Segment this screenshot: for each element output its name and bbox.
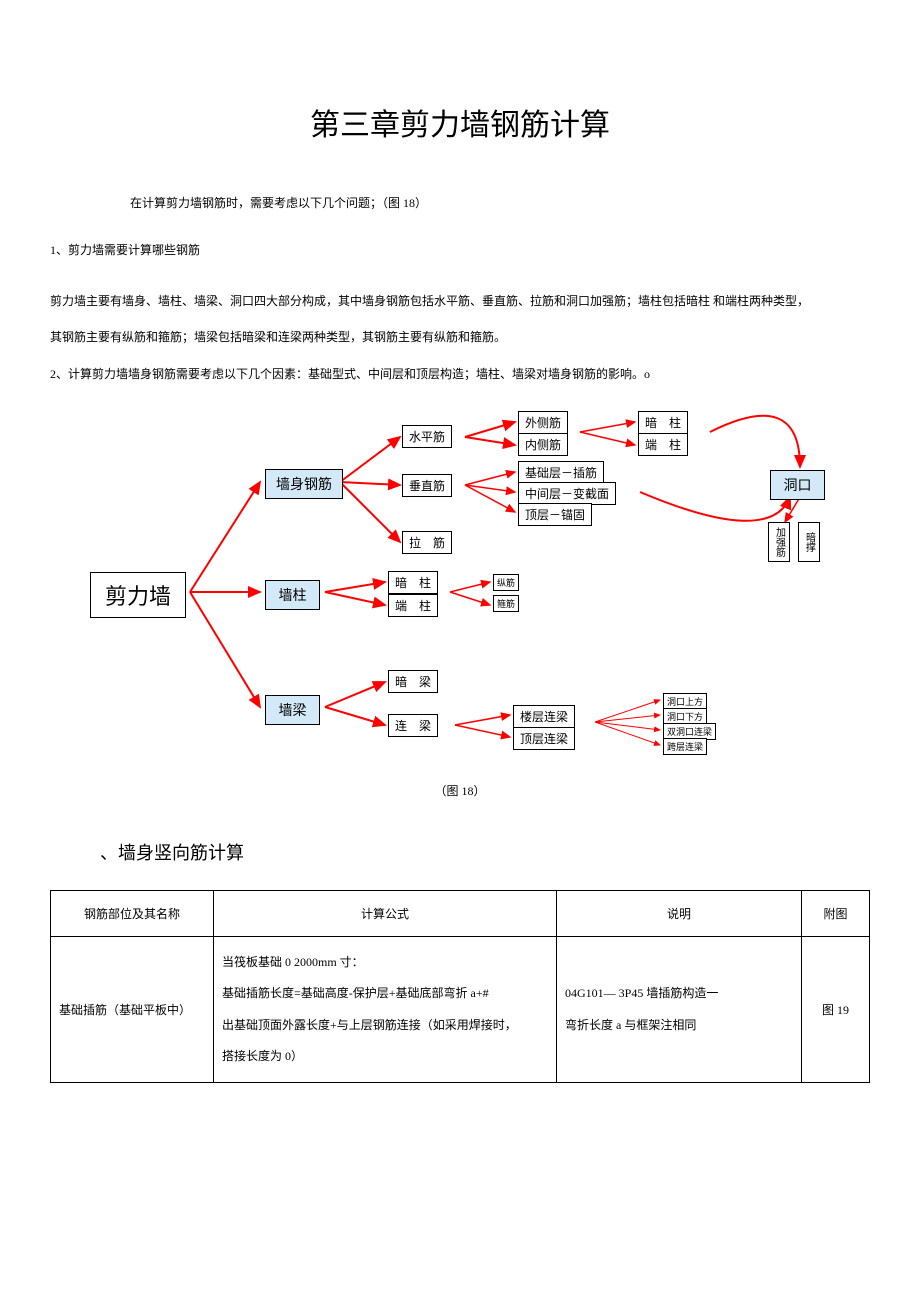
node-lajin: 拉 筋 (402, 531, 452, 554)
node-root: 剪力墙 (90, 572, 186, 618)
th-formula: 计算公式 (214, 891, 557, 937)
cell-r1c2: 当筏板基础 0 2000mm 寸： 基础插筋长度=基础高度-保护层+基础底部弯折… (214, 937, 557, 1083)
r1c2-line2: 基础插筋长度=基础高度-保护层+基础底部弯折 a+# (222, 978, 548, 1009)
question-1: 1、剪力墙需要计算哪些钢筋 (50, 241, 870, 258)
node-shuiping: 水平筋 (402, 425, 452, 448)
node-chuizhi: 垂直筋 (402, 474, 452, 497)
r1c2-line1: 当筏板基础 0 2000mm 寸： (222, 947, 548, 978)
node-ancheng: 暗撑 (798, 522, 820, 562)
node-qiangshen: 墙身钢筋 (265, 469, 343, 499)
intro-text: 在计算剪力墙钢筋时，需要考虑以下几个问题；（图 18） (130, 194, 870, 211)
cell-r1c4: 图 19 (802, 937, 870, 1083)
node-dingcenglian: 顶层连梁 (513, 727, 575, 750)
th-fig: 附图 (802, 891, 870, 937)
node-anzhuzhu: 暗 柱 (388, 571, 438, 594)
r1c3-line1: 04G101— 3P45 墙插筋构造一 (565, 978, 793, 1009)
flowchart-diagram: 剪力墙 墙身钢筋 墙柱 墙梁 水平筋 垂直筋 拉 筋 外侧筋 内侧筋 暗 柱 端… (70, 397, 850, 777)
calculation-table: 钢筋部位及其名称 计算公式 说明 附图 基础插筋（基础平板中） 当筏板基础 0 … (50, 890, 870, 1083)
node-qiangzhu: 墙柱 (265, 580, 320, 610)
paragraph-1: 剪力墙主要有墙身、墙柱、墙梁、洞口四大部分构成，其中墙身钢筋包括水平筋、垂直筋、… (50, 288, 870, 314)
node-dingceng: 顶层－锚固 (518, 503, 592, 526)
node-anzhu2: 暗 柱 (638, 411, 688, 434)
paragraph-2: 其钢筋主要有纵筋和箍筋；墙梁包括暗梁和连梁两种类型，其钢筋主要有纵筋和箍筋。 (50, 324, 870, 350)
r1c3-line2: 弯折长度 a 与框架注相同 (565, 1010, 793, 1041)
th-name: 钢筋部位及其名称 (51, 891, 214, 937)
cell-r1c1: 基础插筋（基础平板中） (51, 937, 214, 1083)
cell-r1c3: 04G101— 3P45 墙插筋构造一 弯折长度 a 与框架注相同 (557, 937, 802, 1083)
node-gujin: 箍筋 (493, 595, 519, 612)
node-dongkou: 洞口 (770, 470, 825, 500)
node-lianliang: 连 梁 (388, 714, 438, 737)
node-louceng: 楼层连梁 (513, 705, 575, 728)
chapter-title: 第三章剪力墙钢筋计算 (50, 100, 870, 144)
question-2: 2、计算剪力墙墙身钢筋需要考虑以下几个因素：基础型式、中间层和顶层构造；墙柱、墙… (50, 361, 870, 387)
figure-18-caption: （图 18） (50, 782, 870, 799)
node-duanzhu: 端 柱 (388, 594, 438, 617)
node-duanzhu2: 端 柱 (638, 433, 688, 456)
r1c2-line4: 搭接长度为 0） (222, 1041, 548, 1072)
node-zongjin: 纵筋 (493, 574, 519, 591)
th-desc: 说明 (557, 891, 802, 937)
node-jiaqiang: 加强筋 (768, 522, 790, 562)
node-jichu: 基础层－插筋 (518, 461, 604, 484)
node-qiangliang: 墙梁 (265, 695, 320, 725)
r1c2-line3: 出基础顶面外露长度+与上层钢筋连接（如采用焊接时， (222, 1010, 548, 1041)
node-waice: 外侧筋 (518, 411, 568, 434)
node-kuaceng: 跨层连梁 (663, 738, 707, 755)
node-neice: 内侧筋 (518, 433, 568, 456)
section-heading: 、墙身竖向筋计算 (100, 839, 870, 865)
node-anliang: 暗 梁 (388, 670, 438, 693)
node-zhongjian: 中间层－变截面 (518, 482, 616, 505)
